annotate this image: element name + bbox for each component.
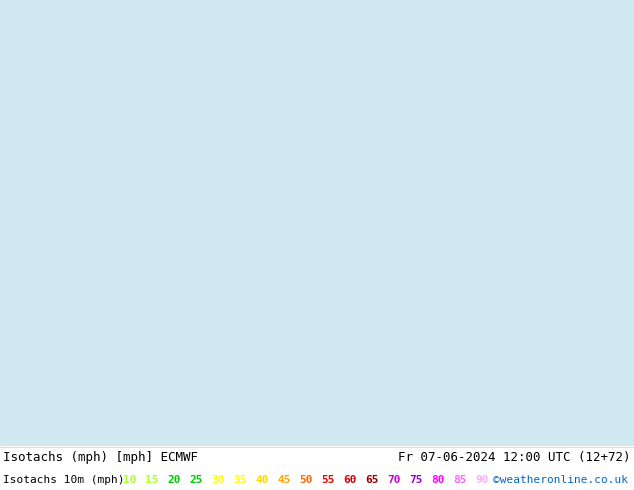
Text: 90: 90 (476, 475, 489, 485)
Text: 65: 65 (365, 475, 378, 485)
Text: Isotachs (mph) [mph] ECMWF: Isotachs (mph) [mph] ECMWF (3, 451, 198, 465)
Text: Fr 07-06-2024 12:00 UTC (12+72): Fr 07-06-2024 12:00 UTC (12+72) (399, 451, 631, 465)
Text: 15: 15 (145, 475, 158, 485)
Text: 85: 85 (453, 475, 467, 485)
Text: 70: 70 (387, 475, 401, 485)
Text: 10: 10 (123, 475, 137, 485)
Text: 35: 35 (233, 475, 247, 485)
Text: 45: 45 (277, 475, 291, 485)
Text: 20: 20 (167, 475, 181, 485)
Text: 80: 80 (431, 475, 444, 485)
Text: 25: 25 (190, 475, 203, 485)
Text: 75: 75 (410, 475, 423, 485)
Text: ©weatheronline.co.uk: ©weatheronline.co.uk (493, 475, 628, 485)
Text: 50: 50 (299, 475, 313, 485)
Text: 30: 30 (211, 475, 224, 485)
Text: 55: 55 (321, 475, 335, 485)
Text: Isotachs 10m (mph): Isotachs 10m (mph) (3, 475, 124, 485)
Text: 60: 60 (343, 475, 357, 485)
Text: 40: 40 (256, 475, 269, 485)
